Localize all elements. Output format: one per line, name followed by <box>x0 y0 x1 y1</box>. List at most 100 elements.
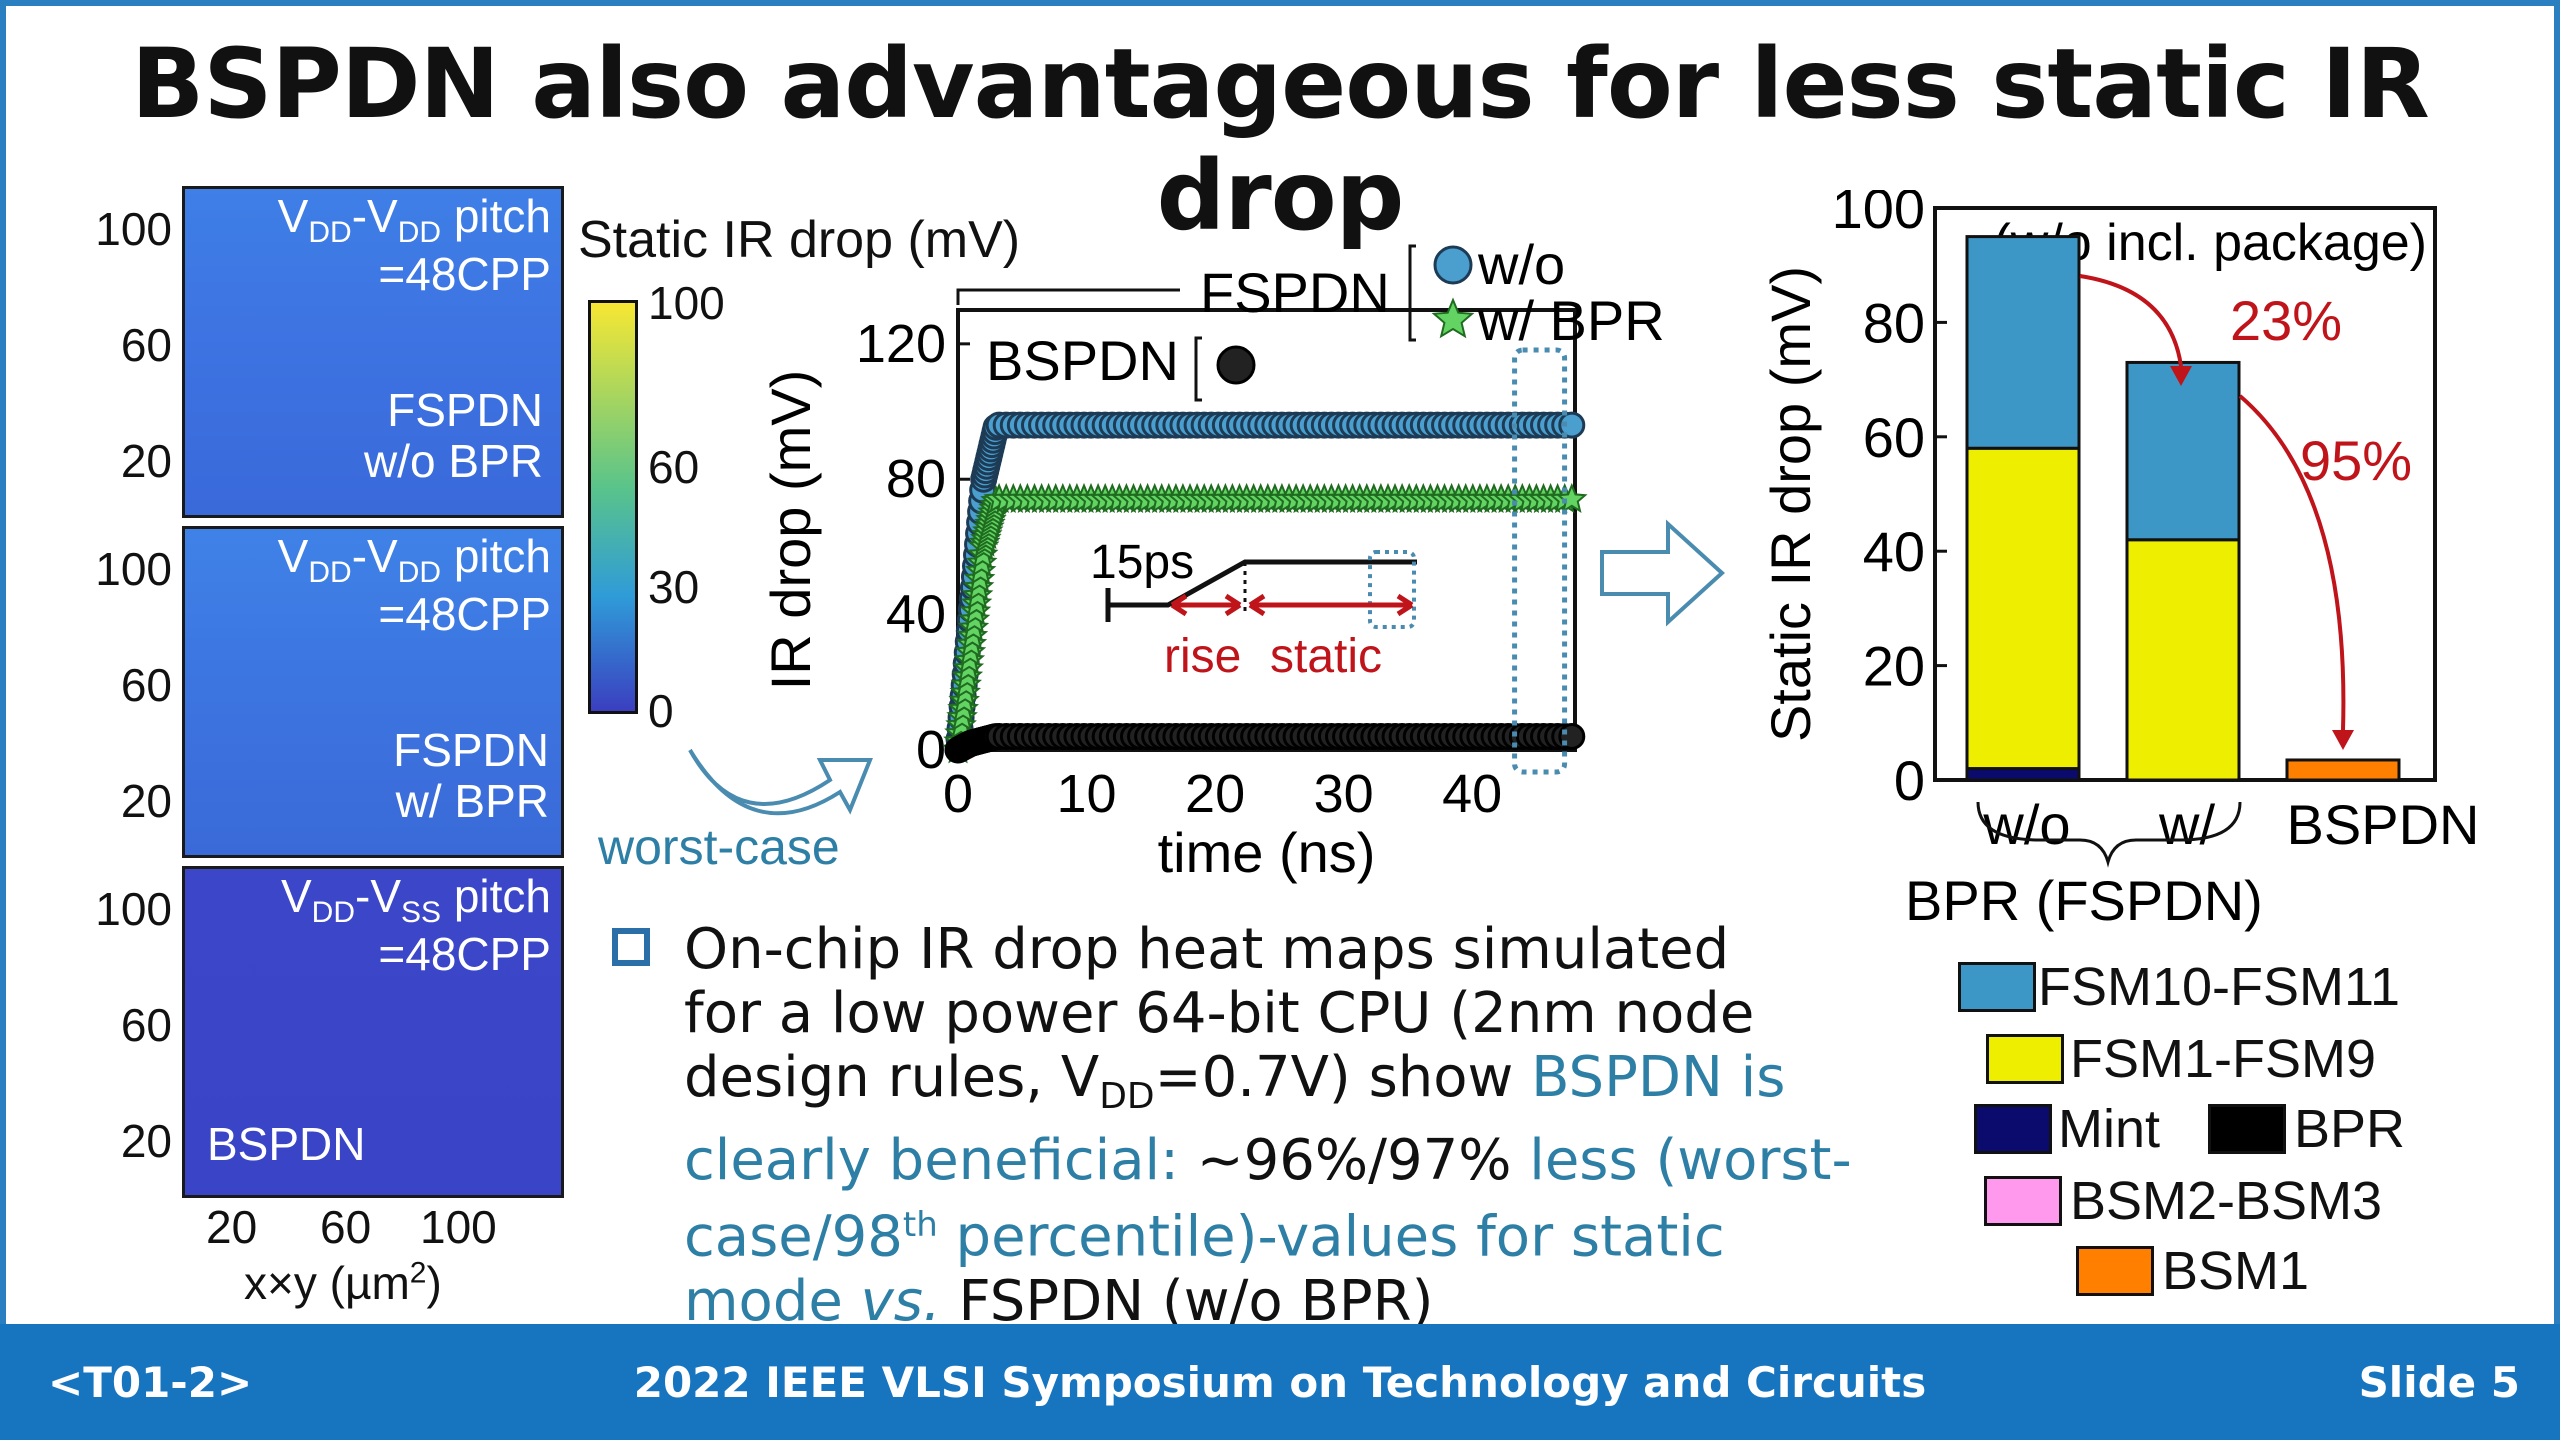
hm3-ytick-20: 20 <box>120 1115 172 1167</box>
x-tick-label: 30 <box>1314 764 1374 824</box>
bar-y-tick-label: 100 <box>1832 190 1925 240</box>
x-tick-label: 0 <box>943 764 973 824</box>
fspdn-label: FSPDN <box>1200 261 1390 324</box>
hm1-ytick-100: 100 <box>95 203 172 255</box>
bspdn-brace <box>1194 336 1202 402</box>
hm-xtick-100: 100 <box>420 1201 497 1253</box>
right-arrow-icon <box>1600 519 1725 627</box>
reduction-arrow-1 <box>2079 274 2183 367</box>
hm-xlabel: x×y (µm2) <box>244 1256 442 1309</box>
footer-conference: 2022 IEEE VLSI Symposium on Technology a… <box>633 1358 1927 1407</box>
legend-label-bpr: BPR <box>2294 1099 2406 1159</box>
bullet-line-2: for a low power 64-bit CPU (2nm node <box>684 981 1755 1046</box>
hm1-ytick-20: 20 <box>120 435 172 487</box>
reduction-arrow-2-head <box>2332 730 2354 750</box>
bullet-line-1: On-chip IR drop heat maps simulated <box>684 917 1730 982</box>
fspdn-leader-line <box>956 288 1180 305</box>
x-tick-label: 40 <box>1442 764 1502 824</box>
legend-bspdn-marker <box>1216 345 1256 385</box>
legend-label-fsm1-9: FSM1-FSM9 <box>2070 1029 2377 1089</box>
hm2-ytick-20: 20 <box>120 775 172 827</box>
colorbar-tick-0: 0 <box>648 685 674 737</box>
legend-label-mint: Mint <box>2058 1099 2161 1159</box>
reduction-arrow-1-head <box>2170 366 2192 386</box>
heatmap-label: BSPDN <box>207 1118 366 1170</box>
hm-xtick-20: 20 <box>206 1201 258 1253</box>
heatmap-panel-3: VDD-VSS pitch =48CPP BSPDN <box>182 866 564 1198</box>
hm-xtick-60: 60 <box>320 1201 372 1253</box>
legend-swatch-fsm1-9 <box>1986 1034 2064 1084</box>
reduction-label-2: 95% <box>2300 429 2412 492</box>
bar-segment-fsm1-fsm9 <box>1965 446 2081 771</box>
heatmap-label: FSPDN w/ BPR <box>393 724 549 827</box>
slide-title: BSPDN also advantageous for less static … <box>131 28 2430 252</box>
fspdn-brace <box>1408 244 1416 342</box>
inset-rise-arrow <box>1170 593 1242 617</box>
pitch-label: VDD-VSS pitch =48CPP <box>280 870 551 981</box>
hm1-ytick-60: 60 <box>120 319 172 371</box>
legend-swatch-bsm2-3 <box>1984 1176 2062 1226</box>
y-tick-label: 80 <box>886 449 946 509</box>
hm3-ytick-60: 60 <box>120 999 172 1051</box>
y-tick-label: 120 <box>856 314 946 374</box>
bullet-line-4: clearly beneficial: ~96%/97% less (worst… <box>684 1128 1852 1194</box>
legend-w-bpr-label: w/ BPR <box>1477 289 1665 352</box>
bar-y-tick-label: 40 <box>1863 520 1925 583</box>
hm2-ytick-100: 100 <box>95 543 172 595</box>
legend-wo-marker <box>1433 245 1473 285</box>
legend-wo-label: w/o <box>1477 233 1565 296</box>
legend-label-bsm2-3: BSM2-BSM3 <box>2070 1171 2383 1231</box>
heatmap-panel-1: VDD-VDD pitch =48CPP FSPDN w/o BPR <box>182 186 564 518</box>
pitch-label: VDD-VDD pitch =48CPP <box>277 190 551 301</box>
group-brace <box>1976 801 2242 868</box>
bullet-line-3: design rules, VDD=0.7V) show BSPDN is <box>684 1045 1786 1118</box>
bar-segment-fsm10-fsm11 <box>1965 235 2081 450</box>
bar-y-tick-label: 0 <box>1894 749 1925 812</box>
inset-static-arrow <box>1248 593 1414 617</box>
ir-drop-time-chart: 0 40 80 120 0 10 20 30 40 time (ns) IR drop (mV) FS… <box>759 233 1665 884</box>
y-tick-label: 40 <box>886 585 946 645</box>
legend-swatch-bsm1 <box>2076 1246 2154 1296</box>
reduction-arrow-2 <box>2238 394 2346 731</box>
footer-bar: <T01-2> 2022 IEEE VLSI Symposium on Tech… <box>0 1324 2560 1440</box>
inset-waveform <box>1108 559 1417 608</box>
reduction-label-1: 23% <box>2230 289 2342 352</box>
series-wo-point <box>1558 411 1586 439</box>
bar-segment-fsm10-fsm11 <box>2125 360 2241 542</box>
colorbar-tick-100: 100 <box>648 277 725 329</box>
bullet-line-6: mode vs. FSPDN (w/o BPR) <box>684 1268 1434 1334</box>
footer-session-id: <T01-2> <box>48 1358 253 1407</box>
hm2-ytick-60: 60 <box>120 659 172 711</box>
bullet-square-icon <box>612 928 650 966</box>
worst-case-arrow-icon <box>688 748 873 816</box>
x-tick-label: 10 <box>1057 764 1117 824</box>
legend-swatch-fsm10-11 <box>1958 962 2036 1012</box>
heatmap-panel-2: VDD-VDD pitch =48CPP FSPDN w/ BPR <box>182 526 564 858</box>
y-tick-label: 0 <box>916 720 946 780</box>
slide-frame <box>0 0 2560 1324</box>
bar-category-label: w/ <box>2158 793 2215 856</box>
series-w-bpr-point <box>1556 482 1588 514</box>
x-axis-label: time (ns) <box>1158 821 1376 884</box>
group-label: BPR (FSPDN) <box>1905 869 2263 932</box>
legend-swatch-mint <box>1974 1104 2052 1154</box>
hm3-ytick-100: 100 <box>95 883 172 935</box>
legend-swatch-bpr <box>2208 1104 2286 1154</box>
inset-static-box <box>1368 550 1416 629</box>
legend-label-bsm1: BSM1 <box>2162 1241 2310 1301</box>
bar-segment-bsm1 <box>2285 758 2401 782</box>
worst-case-label: worst-case <box>598 819 840 875</box>
legend-w-bpr-marker <box>1431 297 1475 339</box>
inset-15ps-label: 15ps <box>1090 536 1194 589</box>
heatmap-label: FSPDN w/o BPR <box>364 384 543 487</box>
x-tick-label: 20 <box>1185 764 1245 824</box>
inset-static-label: static <box>1270 630 1382 683</box>
plot-frame <box>956 308 1577 752</box>
bar-segment-fsm1-fsm9 <box>2125 538 2241 782</box>
footer-slide-number: Slide 5 <box>2358 1358 2520 1407</box>
bar-y-tick-label: 20 <box>1863 635 1925 698</box>
bar-segment-mint <box>1965 767 2081 782</box>
pitch-label: VDD-VDD pitch =48CPP <box>277 530 551 641</box>
